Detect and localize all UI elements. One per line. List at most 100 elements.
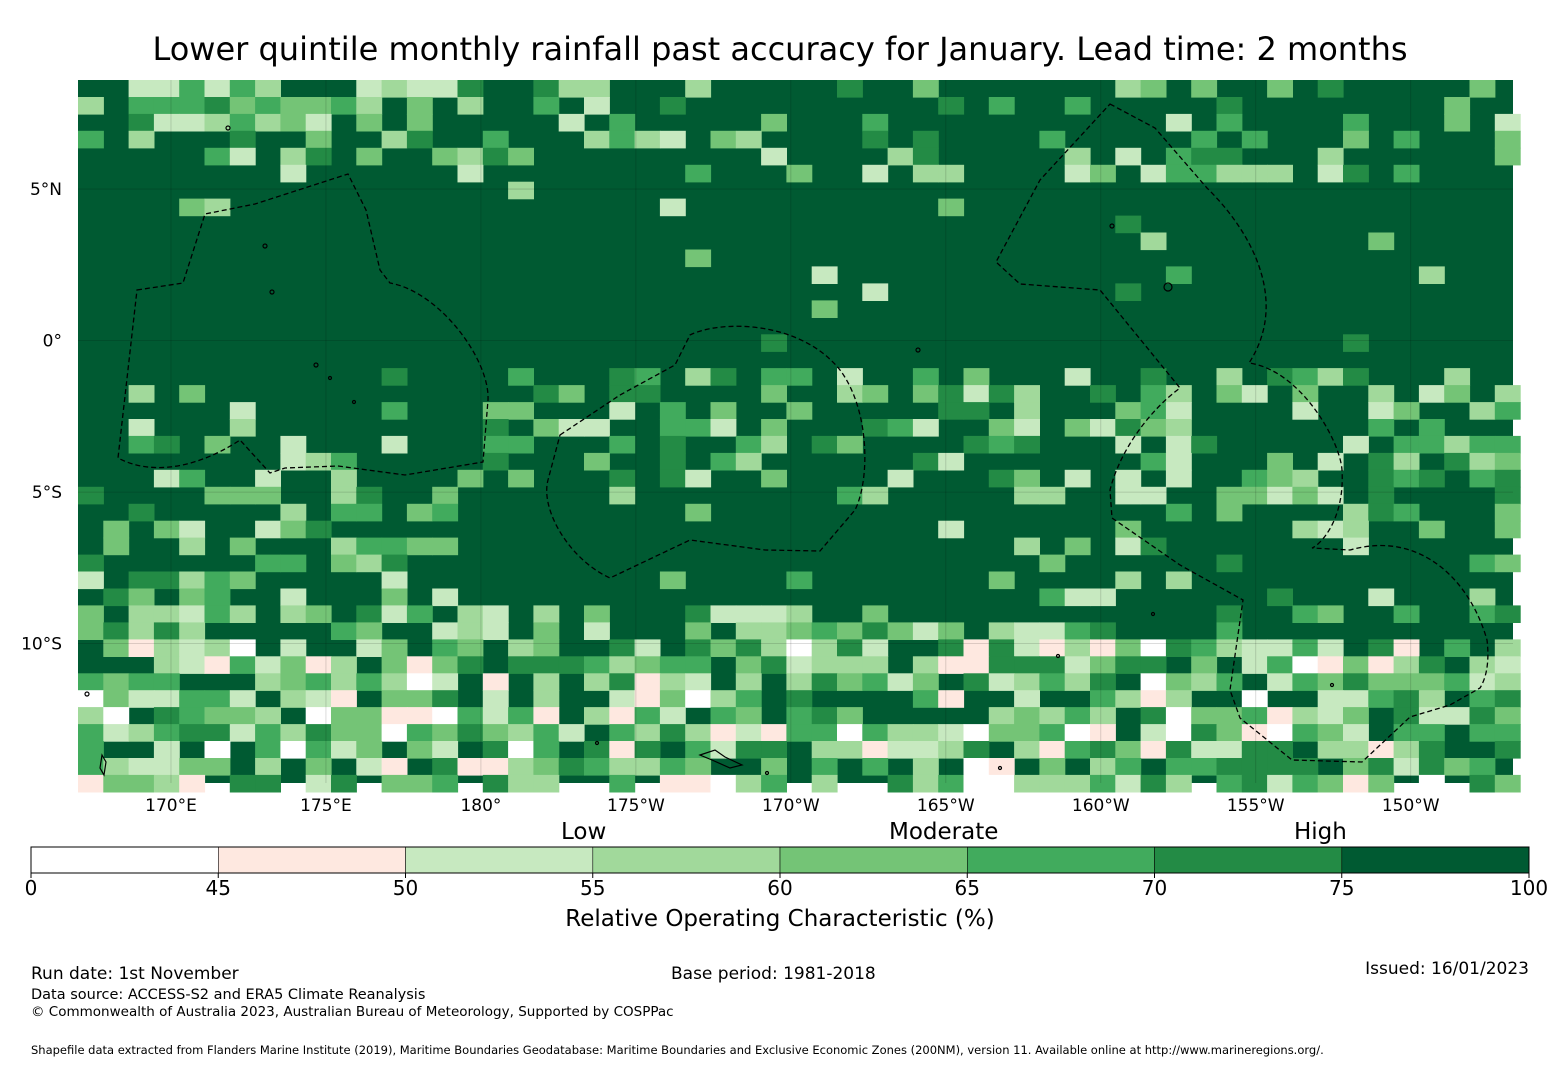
grid-cell [938, 724, 965, 742]
grid-cell [1090, 673, 1116, 691]
grid-cell [1393, 673, 1420, 691]
grid-cell [1064, 656, 1091, 674]
grid-cell [558, 80, 585, 98]
grid-cell [457, 724, 484, 742]
grid-cell [1292, 707, 1319, 725]
colorbar-bin [218, 846, 406, 874]
grid-cell [659, 130, 686, 149]
eez-boundary-tuvalu-kiribati-west [117, 173, 489, 476]
grid-cell [558, 113, 585, 132]
colorbar-bin [779, 846, 968, 874]
grid-cell [280, 741, 307, 759]
grid-cell [1393, 758, 1420, 776]
grid-cell [1393, 724, 1420, 742]
grid-cell [179, 385, 206, 403]
grid-cell [609, 656, 636, 674]
grid-cell [786, 368, 813, 386]
grid-cell [356, 724, 383, 742]
grid-cell [457, 469, 484, 488]
grid-cell [1418, 469, 1445, 488]
grid-cell [533, 758, 560, 776]
grid-cell [1115, 690, 1142, 708]
grid-cell [229, 97, 256, 115]
grid-cell [912, 656, 939, 674]
colorbar-tick-label: 0 [25, 876, 38, 900]
grid-cell [229, 486, 256, 505]
grid-cell [406, 774, 433, 793]
grid-cell [609, 741, 636, 759]
grid-cell [1241, 469, 1268, 488]
grid-cell [1343, 724, 1369, 742]
grid-cell [634, 385, 661, 403]
grid-cell [1241, 774, 1268, 793]
grid-cell [1115, 537, 1142, 556]
grid-cell [280, 673, 307, 691]
grid-cell [457, 656, 484, 674]
grid-cell [1292, 385, 1319, 403]
grid-cell [1494, 605, 1521, 623]
grid-cell [1368, 774, 1395, 793]
grid-cell [1368, 588, 1395, 607]
grid-cell [204, 707, 231, 725]
grid-cell [584, 622, 610, 640]
grid-cell [78, 130, 104, 149]
grid-cell [1393, 503, 1420, 522]
grid-cell [457, 605, 484, 623]
grid-cell [837, 639, 863, 657]
grid-cell [280, 639, 307, 657]
grid-cell [356, 554, 383, 573]
grid-cell [912, 724, 939, 742]
grid-cell [1014, 419, 1040, 437]
grid-cell [685, 605, 712, 623]
grid-cell [305, 656, 332, 674]
grid-cell [1494, 385, 1521, 403]
grid-cell [78, 554, 104, 573]
grid-cell [432, 673, 459, 691]
grid-cell [1393, 435, 1420, 454]
grid-cell [659, 690, 686, 708]
grid-cell [659, 97, 686, 115]
grid-cell [1039, 639, 1066, 657]
longitude-tick-label: 180° [460, 796, 501, 816]
grid-cell [204, 690, 231, 708]
grid-cell [229, 80, 256, 98]
grid-cell [457, 80, 484, 98]
grid-cell [1292, 605, 1319, 623]
grid-cell [153, 435, 180, 454]
grid-cell [811, 673, 838, 691]
grid-cell [761, 385, 787, 403]
grid-cell [1494, 554, 1521, 573]
grid-cell [710, 130, 737, 149]
grid-cell [1469, 435, 1496, 454]
grid-cell [659, 452, 686, 471]
grid-cell [862, 164, 889, 183]
grid-cell [1292, 774, 1319, 793]
grid-cell [659, 758, 686, 776]
grid-cell [78, 724, 104, 742]
grid-cell [1267, 469, 1293, 488]
grid-cell [1343, 520, 1369, 539]
grid-cell [1368, 232, 1395, 251]
grid-cell [128, 503, 155, 522]
grid-cell [1494, 452, 1521, 471]
longitude-tick-label: 160°W [1072, 796, 1130, 816]
grid-cell [305, 690, 332, 708]
grid-cell [331, 774, 357, 793]
grid-cell [609, 486, 636, 505]
grid-cell [1317, 774, 1344, 793]
grid-cell [761, 435, 787, 454]
grid-cell [1165, 707, 1192, 725]
grid-cell [331, 452, 357, 471]
grid-cell [331, 503, 357, 522]
grid-cell [710, 402, 737, 420]
grid-cell [963, 368, 990, 386]
grid-cell [837, 656, 863, 674]
grid-cell [508, 707, 534, 725]
grid-cell [381, 690, 408, 708]
latitude-tick-label: 10°S [21, 635, 62, 655]
grid-cell [457, 707, 484, 725]
grid-cell [912, 130, 939, 149]
grid-cell [356, 97, 383, 115]
grid-cell [457, 147, 484, 166]
